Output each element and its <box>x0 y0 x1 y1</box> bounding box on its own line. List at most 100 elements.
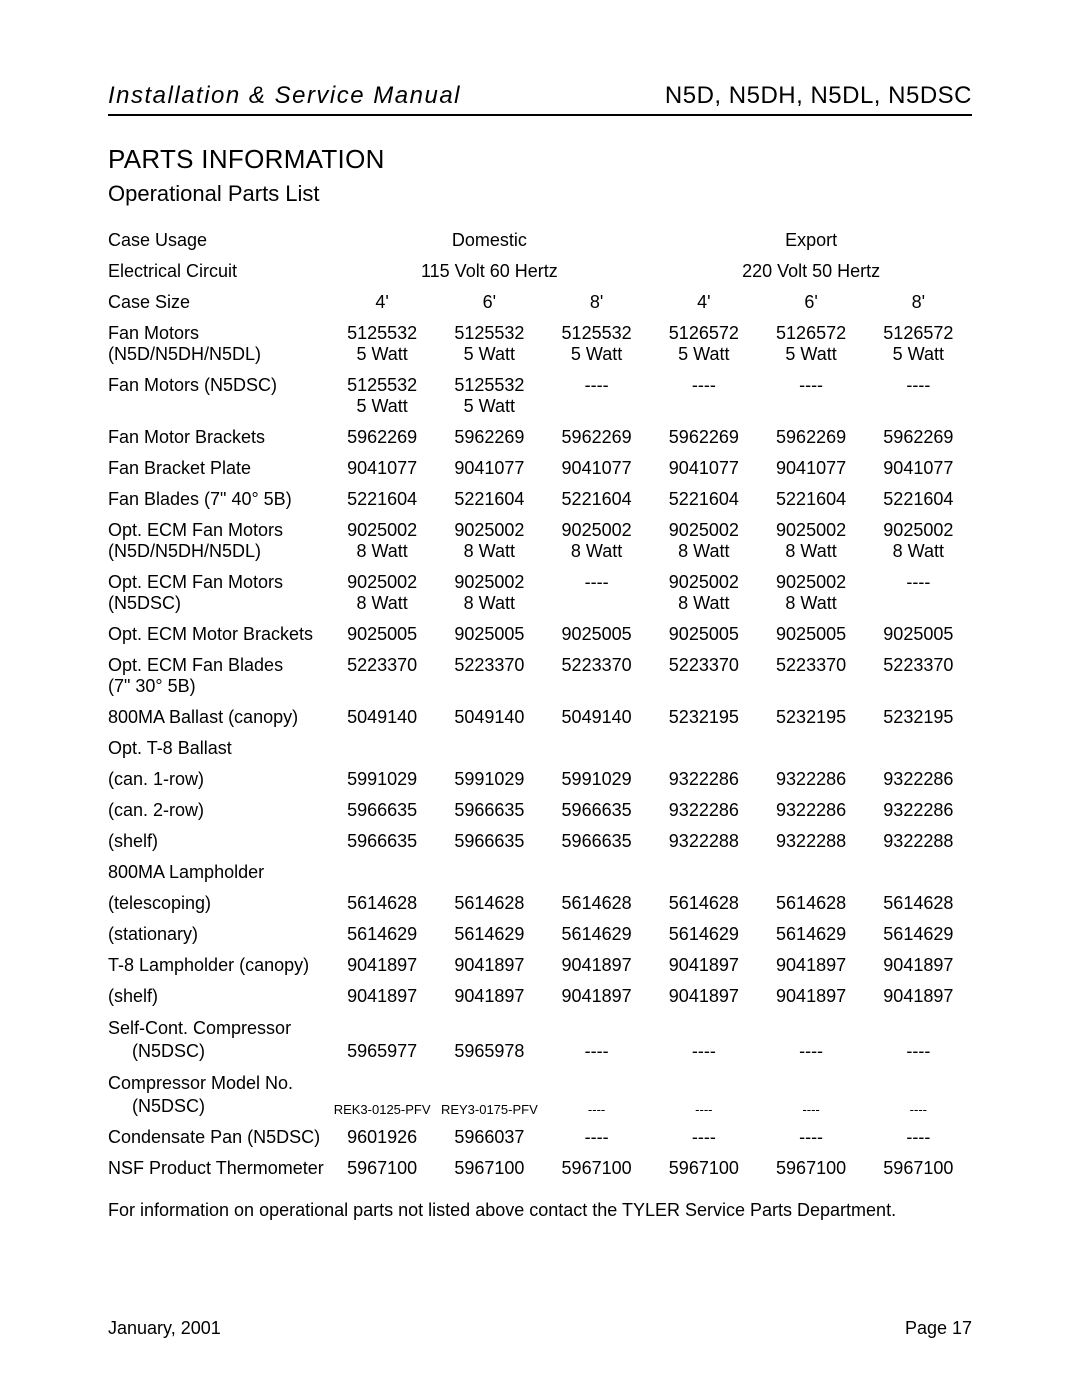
footnote: For information on operational parts not… <box>108 1198 972 1222</box>
row-label: Opt. ECM Fan Motors <box>108 515 329 541</box>
row-label: T-8 Lampholder (canopy) <box>108 950 329 981</box>
part-spec <box>757 676 864 702</box>
part-number: 5614629 <box>650 919 757 950</box>
part-number: 5125532 <box>543 318 650 344</box>
row-label-sub: (7" 30° 5B) <box>108 676 329 702</box>
export-header: Export <box>650 225 972 256</box>
row-label: (can. 1-row) <box>108 764 329 795</box>
row-label-sub: (N5D/N5DH/N5DL) <box>108 541 329 567</box>
part-spec: 8 Watt <box>865 541 972 567</box>
row-label: 800MA Ballast (canopy) <box>108 702 329 733</box>
part-spec <box>757 396 864 422</box>
part-number: 5221604 <box>436 484 543 515</box>
part-number: 5966635 <box>329 795 436 826</box>
part-spec <box>543 676 650 702</box>
part-number: 9601926 <box>329 1122 436 1153</box>
row-label: Opt. ECM Fan Blades <box>108 650 329 676</box>
part-number: 9041897 <box>329 981 436 1012</box>
part-number: ---- <box>650 1122 757 1153</box>
part-number: 9025005 <box>757 619 864 650</box>
part-spec: 8 Watt <box>757 541 864 567</box>
part-number: 9041077 <box>329 453 436 484</box>
part-spec <box>865 396 972 422</box>
size-header: 8' <box>543 287 650 318</box>
case-usage-label: Case Usage <box>108 225 329 256</box>
row-label: Opt. ECM Fan Motors <box>108 567 329 593</box>
part-spec: 5 Watt <box>436 396 543 422</box>
part-spec: 5 Watt <box>865 344 972 370</box>
part-number: 5223370 <box>329 650 436 676</box>
part-spec <box>865 593 972 619</box>
part-number: 5614629 <box>865 919 972 950</box>
part-number: ---- <box>650 1012 757 1067</box>
part-number: 9025002 <box>757 515 864 541</box>
part-number: 5967100 <box>650 1153 757 1184</box>
part-number: 9025002 <box>865 515 972 541</box>
part-number: 9322286 <box>757 764 864 795</box>
part-number: 9322286 <box>865 764 972 795</box>
part-number: 5965977 <box>329 1012 436 1067</box>
row-label: Condensate Pan (N5DSC) <box>108 1122 329 1153</box>
part-number: 9322286 <box>650 764 757 795</box>
part-number: 5232195 <box>865 702 972 733</box>
part-number: 5966635 <box>436 826 543 857</box>
part-spec: 8 Watt <box>650 593 757 619</box>
part-number: REY3-0175-PFV <box>436 1067 543 1122</box>
part-number: 5962269 <box>757 422 864 453</box>
part-number: ---- <box>543 1122 650 1153</box>
part-number: 9041897 <box>650 981 757 1012</box>
row-label: Fan Motors (N5DSC) <box>108 370 329 396</box>
row-label: (can. 2-row) <box>108 795 329 826</box>
part-number: 5614629 <box>757 919 864 950</box>
part-spec <box>543 396 650 422</box>
part-number: ---- <box>543 567 650 593</box>
part-number: ---- <box>543 370 650 396</box>
part-number: 9025005 <box>329 619 436 650</box>
part-number: 5223370 <box>436 650 543 676</box>
part-number: 5966037 <box>436 1122 543 1153</box>
section-title: PARTS INFORMATION <box>108 144 972 175</box>
model-numbers: N5D, N5DH, N5DL, N5DSC <box>665 82 972 110</box>
row-label: Fan Bracket Plate <box>108 453 329 484</box>
part-number: 9041897 <box>865 950 972 981</box>
part-number: ---- <box>865 1067 972 1122</box>
part-number: 5125532 <box>436 370 543 396</box>
part-number: 9041897 <box>329 950 436 981</box>
part-number: 9041897 <box>543 981 650 1012</box>
table-cell <box>329 733 973 764</box>
row-label: (stationary) <box>108 919 329 950</box>
part-number: 5126572 <box>865 318 972 344</box>
part-spec: 5 Watt <box>543 344 650 370</box>
part-number: 9025002 <box>436 515 543 541</box>
footer-page: Page 17 <box>905 1318 972 1339</box>
volt-domestic: 115 Volt 60 Hertz <box>329 256 651 287</box>
part-spec <box>329 676 436 702</box>
part-number: 9322286 <box>757 795 864 826</box>
row-label: Opt. ECM Motor Brackets <box>108 619 329 650</box>
part-number: 5966635 <box>543 826 650 857</box>
part-spec <box>865 676 972 702</box>
part-number: 5614628 <box>329 888 436 919</box>
part-number: 5614629 <box>543 919 650 950</box>
part-number: 9025005 <box>865 619 972 650</box>
part-number: 9025002 <box>543 515 650 541</box>
part-number: 9025002 <box>329 567 436 593</box>
size-header: 4' <box>329 287 436 318</box>
part-number: 9322286 <box>865 795 972 826</box>
part-number: 9041897 <box>650 950 757 981</box>
part-spec: 5 Watt <box>650 344 757 370</box>
size-header: 6' <box>436 287 543 318</box>
part-number: 9041897 <box>436 981 543 1012</box>
part-number: 5223370 <box>865 650 972 676</box>
part-number: 5125532 <box>436 318 543 344</box>
part-number: 5965978 <box>436 1012 543 1067</box>
part-number: 9322286 <box>650 795 757 826</box>
row-label: (telescoping) <box>108 888 329 919</box>
part-number: 5614628 <box>543 888 650 919</box>
part-number: 9041077 <box>757 453 864 484</box>
row-label-sub <box>108 396 329 422</box>
part-number: ---- <box>543 1067 650 1122</box>
part-number: 5967100 <box>865 1153 972 1184</box>
row-label-sub: (N5D/N5DH/N5DL) <box>108 344 329 370</box>
part-number: 9025002 <box>329 515 436 541</box>
